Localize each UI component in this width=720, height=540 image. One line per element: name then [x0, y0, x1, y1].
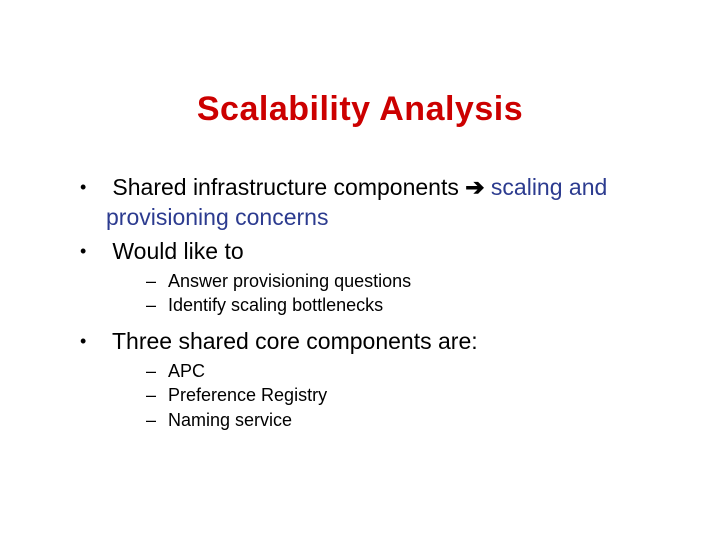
text-segment: Shared infrastructure components: [112, 174, 465, 200]
sub-list-item: Naming service: [146, 408, 660, 432]
sub-list-item: Answer provisioning questions: [146, 269, 660, 293]
sub-list: APC Preference Registry Naming service: [106, 359, 660, 432]
text-segment: Answer provisioning questions: [168, 271, 411, 291]
text-segment: Identify scaling bottlenecks: [168, 295, 383, 315]
slide-title: Scalability Analysis: [60, 90, 660, 129]
text-segment: Three shared core components are:: [112, 328, 478, 354]
sub-list: Answer provisioning questions Identify s…: [106, 269, 660, 318]
sub-list-item: APC: [146, 359, 660, 383]
arrow-icon: ➔: [465, 174, 484, 200]
bullet-list: Shared infrastructure components ➔ scali…: [60, 173, 660, 432]
list-item: Three shared core components are: APC Pr…: [80, 327, 660, 432]
text-segment: Preference Registry: [168, 385, 327, 405]
sub-list-item: Identify scaling bottlenecks: [146, 293, 660, 317]
list-item: Shared infrastructure components ➔ scali…: [80, 173, 660, 233]
list-item: Would like to Answer provisioning questi…: [80, 237, 660, 317]
text-segment: Naming service: [168, 410, 292, 430]
text-segment: Would like to: [112, 238, 243, 264]
sub-list-item: Preference Registry: [146, 383, 660, 407]
text-segment: APC: [168, 361, 205, 381]
slide: Scalability Analysis Shared infrastructu…: [0, 0, 720, 540]
